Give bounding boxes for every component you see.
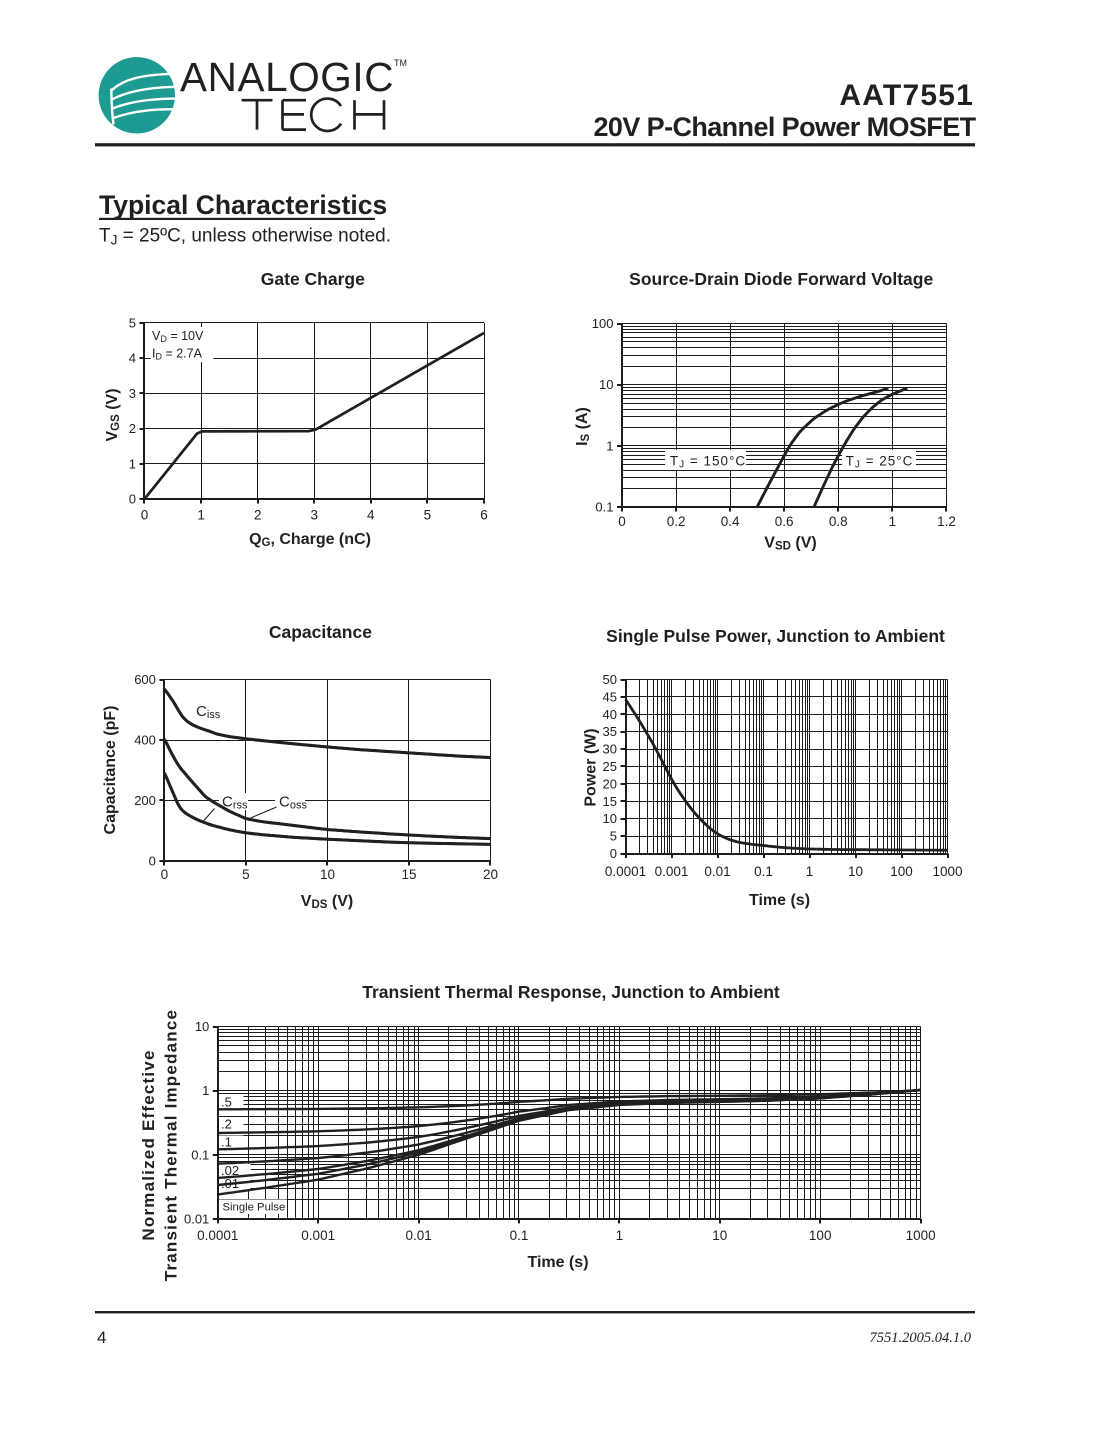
svg-text:QG, Charge (nC): QG, Charge (nC)	[249, 531, 371, 549]
svg-text:1: 1	[197, 508, 205, 523]
svg-text:Capacitance (pF): Capacitance (pF)	[102, 706, 119, 835]
svg-text:.02: .02	[221, 1163, 239, 1178]
svg-text:0: 0	[149, 854, 156, 869]
svg-text:0.4: 0.4	[721, 514, 740, 529]
svg-text:6: 6	[480, 508, 488, 523]
svg-text:1.2: 1.2	[937, 514, 956, 529]
svg-text:100: 100	[592, 316, 614, 331]
svg-text:30: 30	[603, 742, 617, 757]
svg-text:.2: .2	[221, 1117, 232, 1132]
svg-text:1: 1	[129, 456, 136, 471]
svg-text:1: 1	[606, 438, 613, 453]
svg-text:Transient Thermal Response, Ju: Transient Thermal Response, Junction to …	[362, 982, 780, 1002]
svg-text:Power (W): Power (W)	[583, 728, 600, 806]
svg-text:Capacitance: Capacitance	[269, 622, 372, 642]
svg-text:100: 100	[809, 1228, 832, 1243]
svg-text:1: 1	[806, 864, 814, 879]
svg-text:0: 0	[129, 492, 136, 507]
svg-text:10: 10	[848, 864, 863, 879]
svg-text:0.01: 0.01	[184, 1211, 209, 1226]
svg-text:1: 1	[616, 1228, 624, 1243]
svg-text:Single Pulse: Single Pulse	[223, 1202, 286, 1214]
svg-text:Typical Characteristics: Typical Characteristics	[99, 190, 387, 220]
svg-text:1000: 1000	[932, 864, 962, 879]
svg-text:0.0001: 0.0001	[197, 1228, 238, 1243]
svg-text:VDS (V): VDS (V)	[301, 893, 353, 911]
svg-text:Normalized Effective: Normalized Effective	[139, 1049, 158, 1240]
svg-text:0.1: 0.1	[510, 1228, 529, 1243]
svg-text:TJ = 25ºC, unless otherwise no: TJ = 25ºC, unless otherwise noted.	[99, 226, 391, 248]
svg-text:ANALOGIC: ANALOGIC	[180, 54, 394, 100]
svg-text:Time (s): Time (s)	[749, 892, 810, 909]
svg-text:Transient Thermal Impedance: Transient Thermal Impedance	[162, 1009, 181, 1281]
svg-text:35: 35	[603, 724, 617, 739]
svg-text:20: 20	[483, 867, 498, 882]
svg-text:4: 4	[129, 351, 136, 366]
svg-text:Time (s): Time (s)	[527, 1254, 588, 1271]
svg-text:0.01: 0.01	[405, 1228, 431, 1243]
svg-text:0.0001: 0.0001	[605, 864, 646, 879]
svg-text:45: 45	[603, 689, 617, 704]
svg-text:0: 0	[618, 514, 626, 529]
svg-text:VGS (V): VGS (V)	[104, 388, 122, 441]
svg-text:20V P-Channel Power MOSFET: 20V P-Channel Power MOSFET	[594, 112, 977, 142]
svg-text:0.8: 0.8	[829, 514, 848, 529]
svg-text:400: 400	[134, 733, 156, 748]
svg-text:10: 10	[599, 377, 613, 392]
svg-text:2: 2	[129, 421, 136, 436]
svg-text:0.001: 0.001	[301, 1228, 335, 1243]
svg-text:7551.2005.04.1.0: 7551.2005.04.1.0	[870, 1330, 972, 1346]
svg-text:3: 3	[129, 386, 136, 401]
svg-text:TJ = 150°C: TJ = 150°C	[670, 454, 746, 471]
svg-text:0: 0	[141, 508, 149, 523]
svg-text:5: 5	[129, 316, 136, 331]
svg-text:1000: 1000	[906, 1228, 936, 1243]
svg-text:600: 600	[134, 672, 156, 687]
svg-text:2: 2	[254, 508, 262, 523]
svg-text:15: 15	[603, 794, 617, 809]
svg-text:20: 20	[603, 776, 617, 791]
svg-text:ID = 2.7A: ID = 2.7A	[152, 347, 203, 362]
svg-text:.5: .5	[221, 1095, 232, 1110]
svg-text:VD = 10V: VD = 10V	[152, 329, 204, 344]
svg-text:Source-Drain Diode Forward Vol: Source-Drain Diode Forward Voltage	[629, 269, 933, 289]
svg-text:200: 200	[134, 793, 156, 808]
svg-text:.01: .01	[221, 1176, 239, 1191]
svg-text:0.2: 0.2	[667, 514, 686, 529]
svg-text:10: 10	[195, 1019, 209, 1034]
svg-text:5: 5	[424, 508, 432, 523]
svg-text:5: 5	[610, 829, 617, 844]
svg-text:0.01: 0.01	[704, 864, 730, 879]
svg-text:40: 40	[603, 707, 617, 722]
svg-text:10: 10	[712, 1228, 727, 1243]
svg-text:VSD (V): VSD (V)	[764, 535, 816, 553]
svg-text:.1: .1	[221, 1135, 232, 1150]
svg-text:TM: TM	[394, 58, 407, 68]
svg-text:25: 25	[603, 759, 617, 774]
svg-text:4: 4	[97, 1328, 106, 1347]
svg-text:100: 100	[890, 864, 913, 879]
svg-text:Single Pulse Power, Junction t: Single Pulse Power, Junction to Ambient	[606, 626, 945, 646]
svg-text:10: 10	[603, 811, 617, 826]
svg-text:0.6: 0.6	[775, 514, 794, 529]
svg-text:10: 10	[320, 867, 335, 882]
svg-text:3: 3	[310, 508, 318, 523]
svg-text:Gate Charge: Gate Charge	[261, 269, 365, 289]
svg-text:0.1: 0.1	[191, 1147, 209, 1162]
svg-text:0.001: 0.001	[655, 864, 689, 879]
svg-text:15: 15	[401, 867, 416, 882]
svg-text:1: 1	[889, 514, 897, 529]
svg-text:5: 5	[242, 867, 250, 882]
svg-text:4: 4	[367, 508, 375, 523]
svg-text:0: 0	[610, 846, 617, 861]
svg-text:0.1: 0.1	[595, 500, 613, 515]
svg-text:0.1: 0.1	[754, 864, 773, 879]
svg-text:0: 0	[161, 867, 169, 882]
svg-text:50: 50	[603, 672, 617, 687]
svg-text:AAT7551: AAT7551	[839, 79, 974, 112]
svg-text:1: 1	[202, 1083, 209, 1098]
svg-text:TJ = 25°C: TJ = 25°C	[846, 454, 914, 471]
